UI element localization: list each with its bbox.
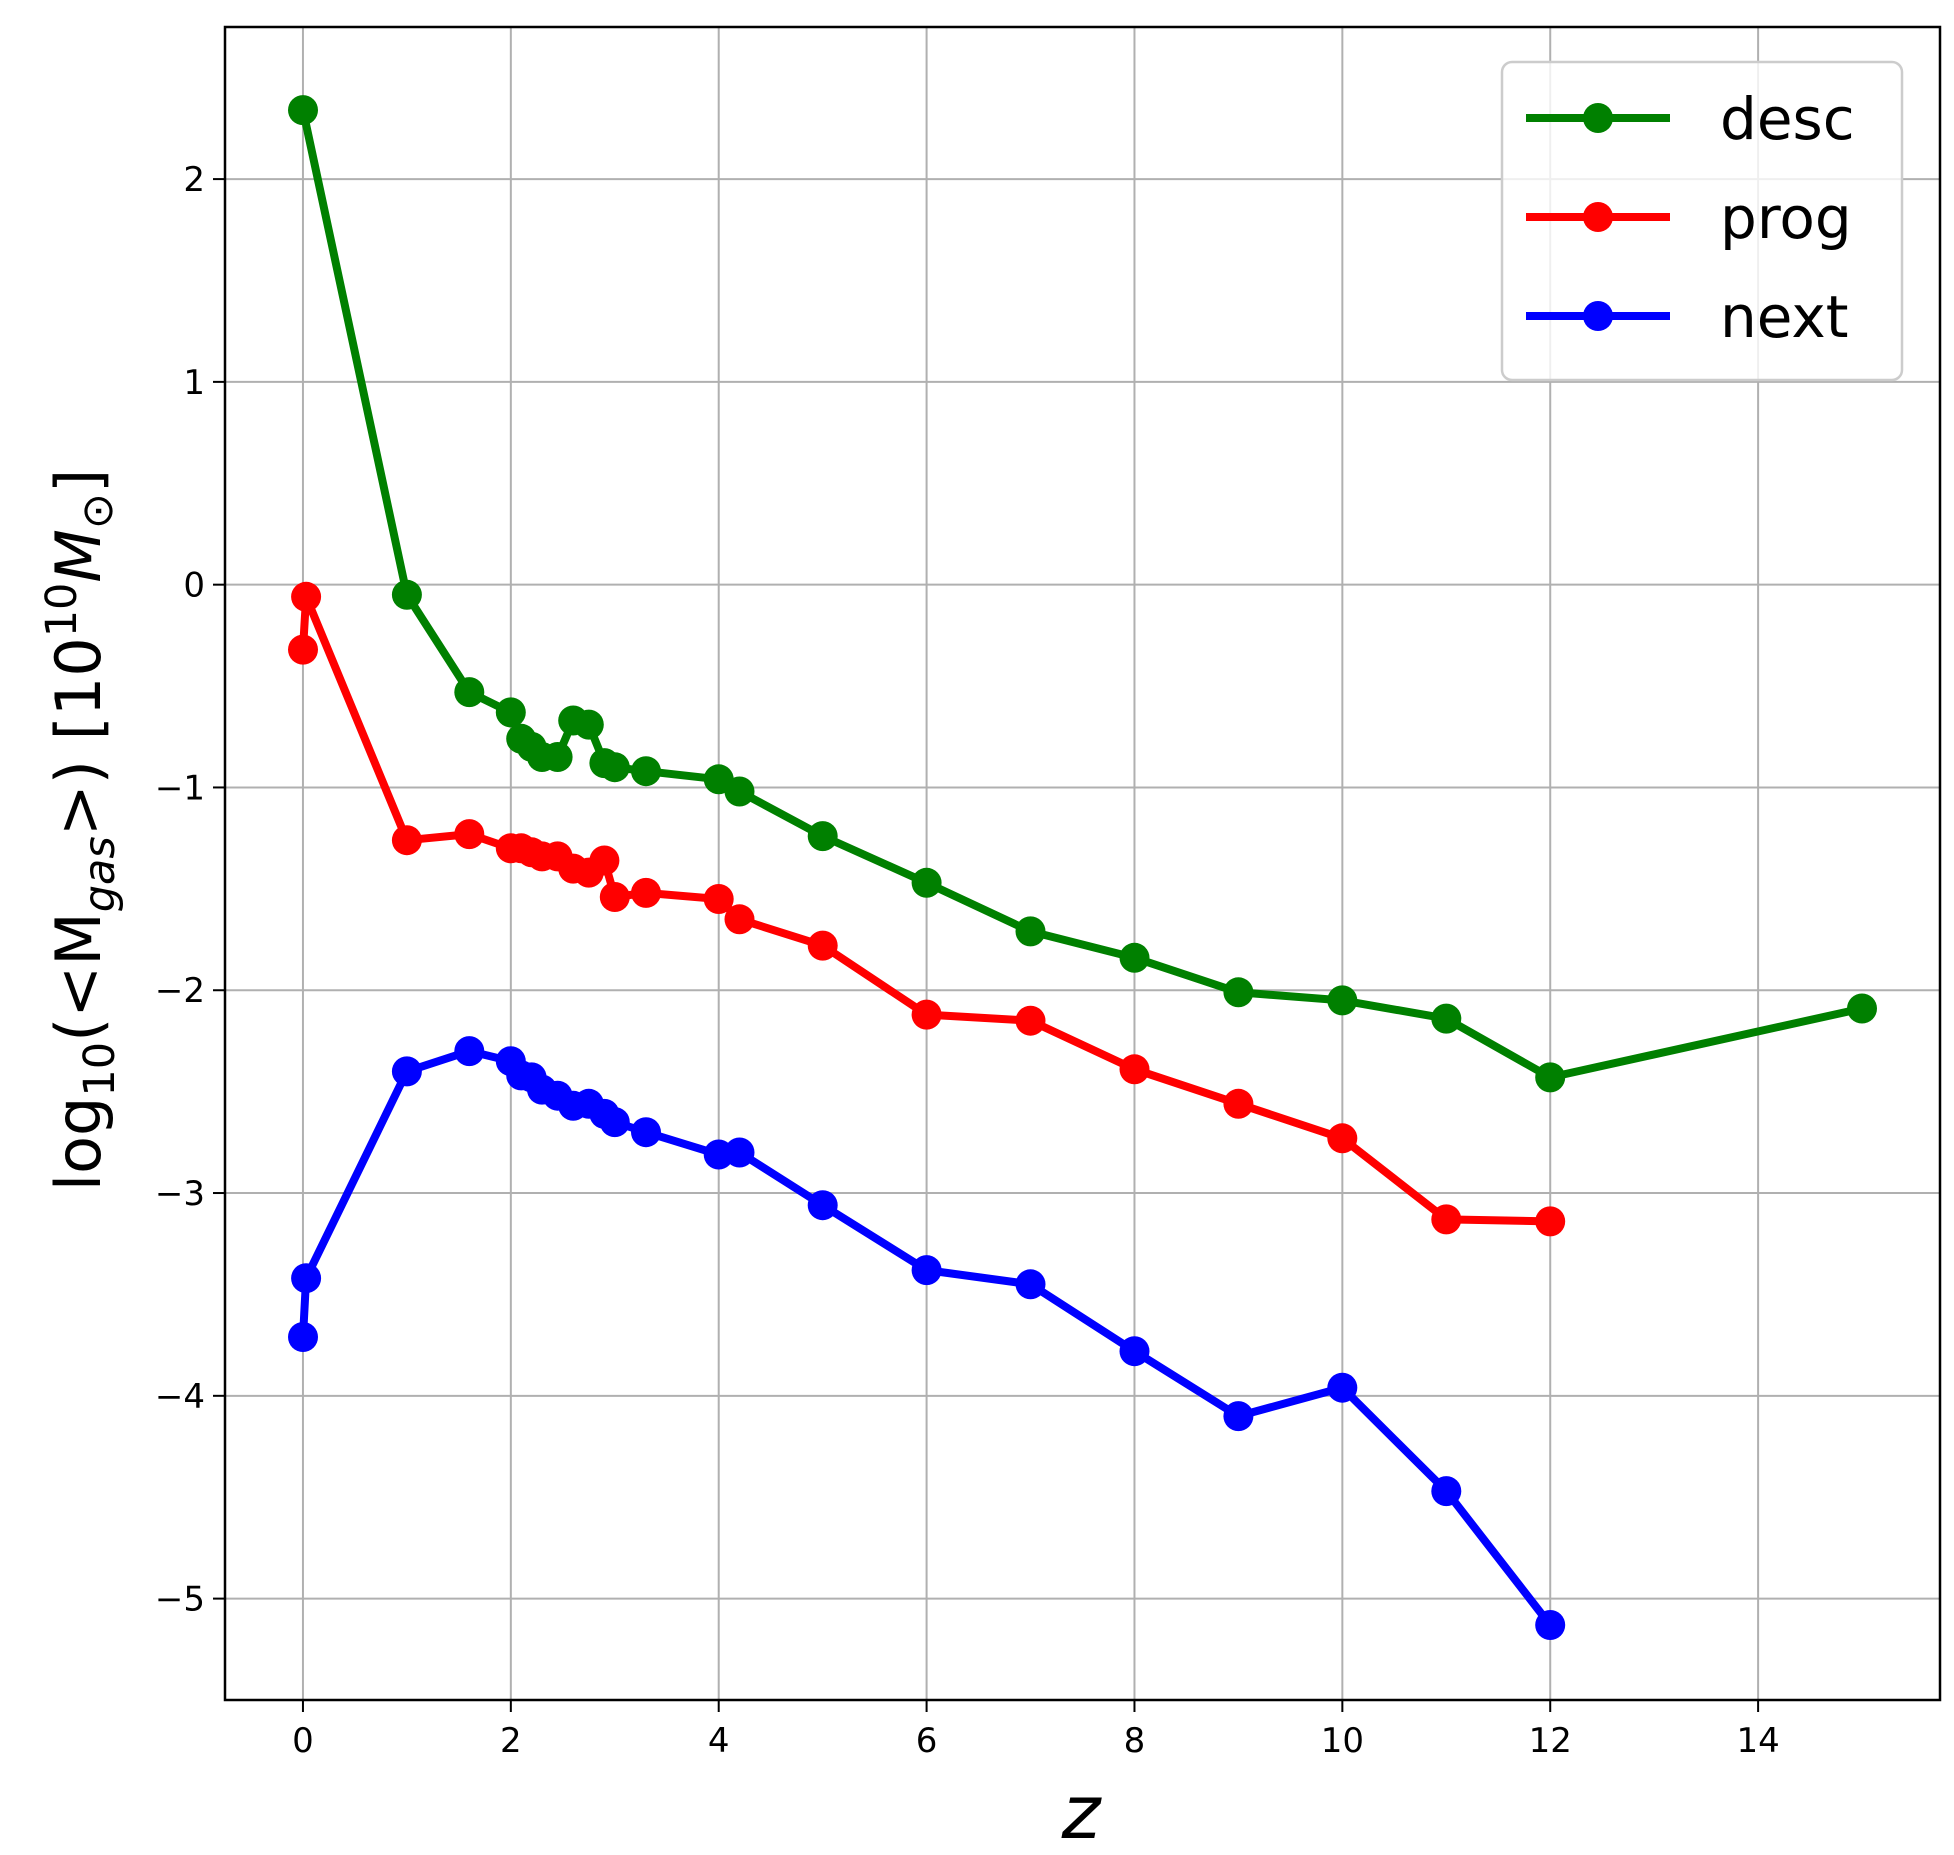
data-point-prog <box>911 999 942 1030</box>
legend-marker-next <box>1583 301 1613 331</box>
data-point-desc <box>631 756 661 787</box>
data-point-desc <box>1327 985 1358 1016</box>
y-tick-label: 2 <box>183 160 205 200</box>
data-point-prog <box>703 884 734 914</box>
data-point-next <box>724 1137 755 1168</box>
y-label-open: (<M <box>42 912 115 1042</box>
x-tick-label: 2 <box>500 1721 522 1761</box>
x-axis-label: z <box>1061 1770 1103 1855</box>
legend-marker-desc <box>1583 103 1613 133</box>
legend-entry-desc: desc <box>1526 85 1855 153</box>
data-point-next <box>1327 1372 1358 1403</box>
data-point-prog <box>1327 1123 1358 1154</box>
plot-frame <box>223 25 1942 1702</box>
data-point-prog <box>631 877 661 908</box>
y-tick-label: −5 <box>155 1580 205 1620</box>
data-point-next <box>454 1036 485 1067</box>
data-point-next <box>807 1190 838 1221</box>
data-point-prog <box>724 904 755 935</box>
data-point-desc <box>1431 1003 1462 1034</box>
y-label-gas-sub: gas <box>75 836 125 912</box>
data-point-desc <box>1535 1062 1566 1093</box>
y-label-end: ] <box>42 469 115 493</box>
legend-marker-prog <box>1583 202 1613 232</box>
x-tick-label: 4 <box>708 1721 730 1761</box>
data-point-next <box>288 1322 318 1352</box>
y-tick-label: 0 <box>183 566 205 606</box>
x-tick-label: 12 <box>1529 1721 1572 1761</box>
data-point-prog <box>1535 1206 1566 1237</box>
y-tick-label: −4 <box>155 1377 205 1417</box>
y-label-prefix: log <box>42 1097 115 1192</box>
data-point-desc <box>288 95 318 126</box>
y-label-sub: 10 <box>75 1042 125 1097</box>
x-tick-label: 6 <box>916 1721 938 1761</box>
data-point-next <box>1535 1610 1566 1640</box>
data-point-desc <box>1223 977 1254 1008</box>
y-tick-label: −1 <box>155 768 205 808</box>
y-label-sun: ⊙ <box>73 493 123 529</box>
data-point-desc <box>495 697 526 728</box>
data-point-desc <box>599 752 630 783</box>
data-point-next <box>1015 1269 1046 1300</box>
x-tick-label: 14 <box>1736 1721 1779 1761</box>
data-point-desc <box>391 579 422 610</box>
x-tick-label: 0 <box>292 1721 314 1761</box>
legend-label-next: next <box>1720 283 1849 351</box>
series-next <box>288 1036 1566 1640</box>
data-point-desc <box>807 821 838 852</box>
data-point-desc <box>573 709 604 740</box>
data-point-prog <box>807 930 838 961</box>
series-prog <box>288 581 1566 1237</box>
legend: desc prog next <box>1500 60 1904 382</box>
data-point-desc <box>542 742 573 772</box>
data-point-prog <box>291 581 322 612</box>
data-point-prog <box>1119 1054 1150 1085</box>
y-axis-label: log10(<Mgas>) [1010M⊙] <box>37 469 125 1191</box>
data-point-prog <box>1431 1204 1462 1235</box>
data-point-prog <box>1015 1005 1046 1036</box>
data-point-desc <box>1015 916 1046 947</box>
data-point-desc <box>911 867 942 898</box>
data-point-desc <box>1119 942 1150 973</box>
legend-entry-next: next <box>1526 283 1849 351</box>
data-point-next <box>911 1255 942 1286</box>
y-tick-label: −3 <box>155 1174 205 1214</box>
y-label-exp: 10 <box>37 583 87 638</box>
legend-entry-prog: prog <box>1526 184 1852 252</box>
legend-label-prog: prog <box>1720 184 1852 252</box>
x-tick-label: 8 <box>1124 1721 1146 1761</box>
series-desc <box>288 95 1877 1093</box>
data-point-next <box>391 1056 422 1087</box>
data-point-next <box>1119 1336 1150 1367</box>
y-tick-label: −2 <box>155 971 205 1011</box>
y-tick-label: 1 <box>183 363 205 403</box>
data-point-prog <box>1223 1088 1254 1119</box>
data-point-prog <box>589 845 620 876</box>
data-point-prog <box>391 825 422 856</box>
data-point-prog <box>288 634 318 665</box>
data-point-next <box>291 1263 322 1294</box>
data-point-desc <box>724 776 755 807</box>
legend-label-desc: desc <box>1720 85 1855 153</box>
data-point-next <box>631 1117 661 1148</box>
x-tick-label: 10 <box>1321 1721 1364 1761</box>
data-point-next <box>1223 1401 1254 1432</box>
data-point-desc <box>454 677 485 708</box>
y-axis-ticks: 2 1 0 −1 −2 −3 −4 −5 <box>155 160 225 1620</box>
x-axis-ticks: 0 2 4 6 8 10 12 14 <box>292 1700 1780 1761</box>
data-point-prog <box>599 882 630 912</box>
y-label-close: >) [10 <box>42 637 115 836</box>
data-point-next <box>599 1107 630 1138</box>
y-label-unit: M <box>42 529 115 583</box>
data-point-next <box>1431 1476 1462 1507</box>
data-point-prog <box>454 819 485 850</box>
series-layer <box>288 95 1877 1640</box>
data-point-desc <box>1847 993 1877 1024</box>
legend-box <box>1500 60 1904 382</box>
